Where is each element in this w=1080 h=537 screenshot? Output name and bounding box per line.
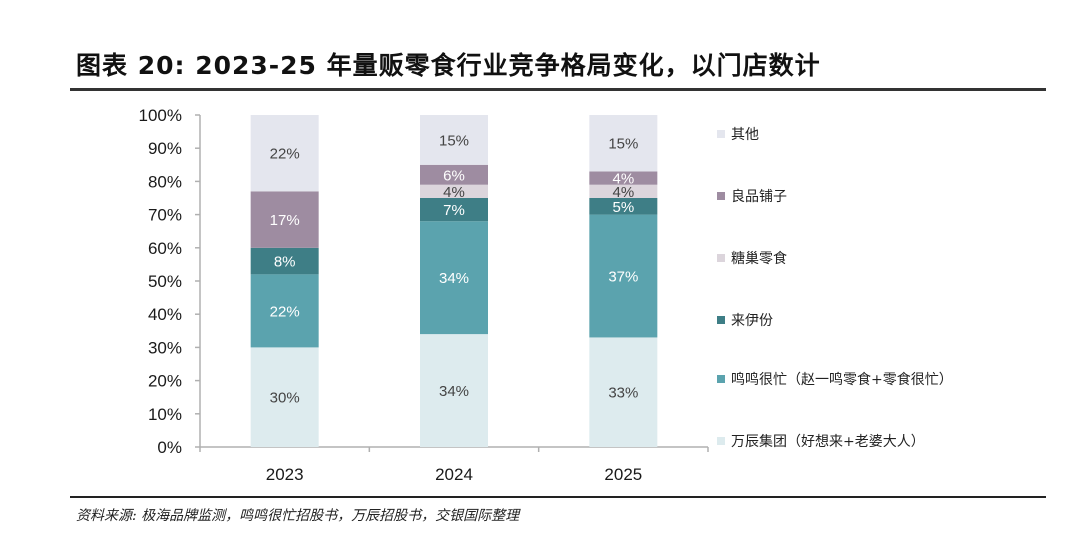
legend-item: 糖巢零食 [717, 250, 787, 267]
bar-segment [420, 198, 488, 222]
bar-segment [589, 171, 658, 185]
data-label: 22% [270, 146, 300, 163]
y-tick-label: 90% [148, 139, 182, 158]
bar-stack-2025: 33%37%5%4%4%15% [589, 115, 658, 447]
bar-segment [420, 164, 488, 185]
bar-stack-2023: 30% 22% 8% 17% 22% [250, 115, 319, 447]
x-tick-label: 2024 [435, 465, 473, 484]
data-label: 5% [612, 199, 634, 216]
source-note: 资料来源: 极海品牌监测，鸣鸣很忙招股书，万辰招股书，交银国际整理 [76, 508, 520, 524]
data-label: 15% [439, 132, 469, 149]
bar-segment [589, 184, 658, 198]
x-axis: 2023 2024 2025 [199, 446, 709, 484]
legend-label: 其他 [731, 127, 759, 143]
data-label: 15% [608, 136, 638, 153]
bar-segment [589, 337, 658, 447]
bar-segment [420, 334, 488, 447]
y-tick-label: 80% [148, 172, 182, 191]
legend-label: 良品铺子 [731, 189, 787, 205]
data-label: 37% [608, 269, 638, 286]
bars: 30%22%8%17%22%34%34%7%4%6%15%33%37%5%4%4… [250, 115, 658, 447]
bar-segment [420, 221, 488, 335]
legend-swatch [717, 437, 725, 445]
legend-label: 糖巢零食 [731, 250, 787, 267]
legend-item: 良品铺子 [717, 189, 787, 205]
legend-swatch [717, 192, 725, 200]
data-label: 6% [443, 167, 465, 184]
y-tick-label: 50% [148, 272, 182, 291]
x-tick-label: 2025 [604, 465, 642, 484]
bar-segment [250, 115, 319, 192]
legend-label: 来伊份 [731, 313, 773, 329]
data-label: 7% [443, 202, 465, 219]
data-label: 33% [608, 385, 638, 402]
chart-title: 图表 20: 2023-25 年量贩零食行业竞争格局变化，以门店数计 [76, 51, 821, 80]
bar-segment [589, 214, 658, 338]
y-tick-label: 100% [139, 106, 182, 125]
y-tick-label: 70% [148, 206, 182, 225]
legend-swatch [717, 375, 725, 383]
bar-segment [420, 184, 488, 198]
data-label: 4% [443, 184, 465, 201]
y-tick-label: 40% [148, 305, 182, 324]
x-tick-label: 2023 [266, 465, 304, 484]
y-tick-label: 60% [148, 239, 182, 258]
legend-item: 鸣鸣很忙（赵一鸣零食+零食很忙） [717, 371, 953, 388]
legend-label: 万辰集团（好想来+老婆大人） [731, 433, 925, 450]
title-divider [70, 88, 1046, 91]
legend-label: 鸣鸣很忙（赵一鸣零食+零食很忙） [731, 371, 953, 388]
bar-segment [250, 191, 319, 248]
legend-item: 来伊份 [717, 313, 773, 329]
data-label: 30% [270, 390, 300, 407]
bar-segment [250, 247, 319, 275]
data-label: 4% [612, 171, 634, 188]
y-tick-label: 10% [148, 405, 182, 424]
bar-segment [420, 115, 488, 165]
bar-segment [250, 274, 319, 348]
legend-swatch [717, 254, 725, 262]
bar-stack-2024: 34% 34% 7%4%6% 15% [420, 115, 488, 447]
y-tick-label: 20% [148, 372, 182, 391]
data-label: 4% [612, 184, 634, 201]
y-tick-label: 0% [157, 438, 182, 457]
bar-segment [589, 115, 658, 172]
y-tick-label: 30% [148, 338, 182, 357]
bar-segment [250, 347, 319, 447]
data-label: 8% [274, 254, 296, 271]
legend-swatch [717, 130, 725, 138]
data-label: 34% [439, 383, 469, 400]
legend-swatch [717, 316, 725, 324]
legend-item: 其他 [717, 127, 759, 143]
data-label: 17% [270, 212, 300, 229]
bar-segment [589, 198, 658, 215]
data-label: 22% [270, 303, 300, 320]
footer-divider [70, 496, 1046, 498]
y-axis: 0% 10% 20% 30% 40% 50% 60% 70% 80% 90% 100% [139, 106, 201, 457]
legend-item: 万辰集团（好想来+老婆大人） [717, 433, 925, 450]
data-label: 34% [439, 270, 469, 287]
